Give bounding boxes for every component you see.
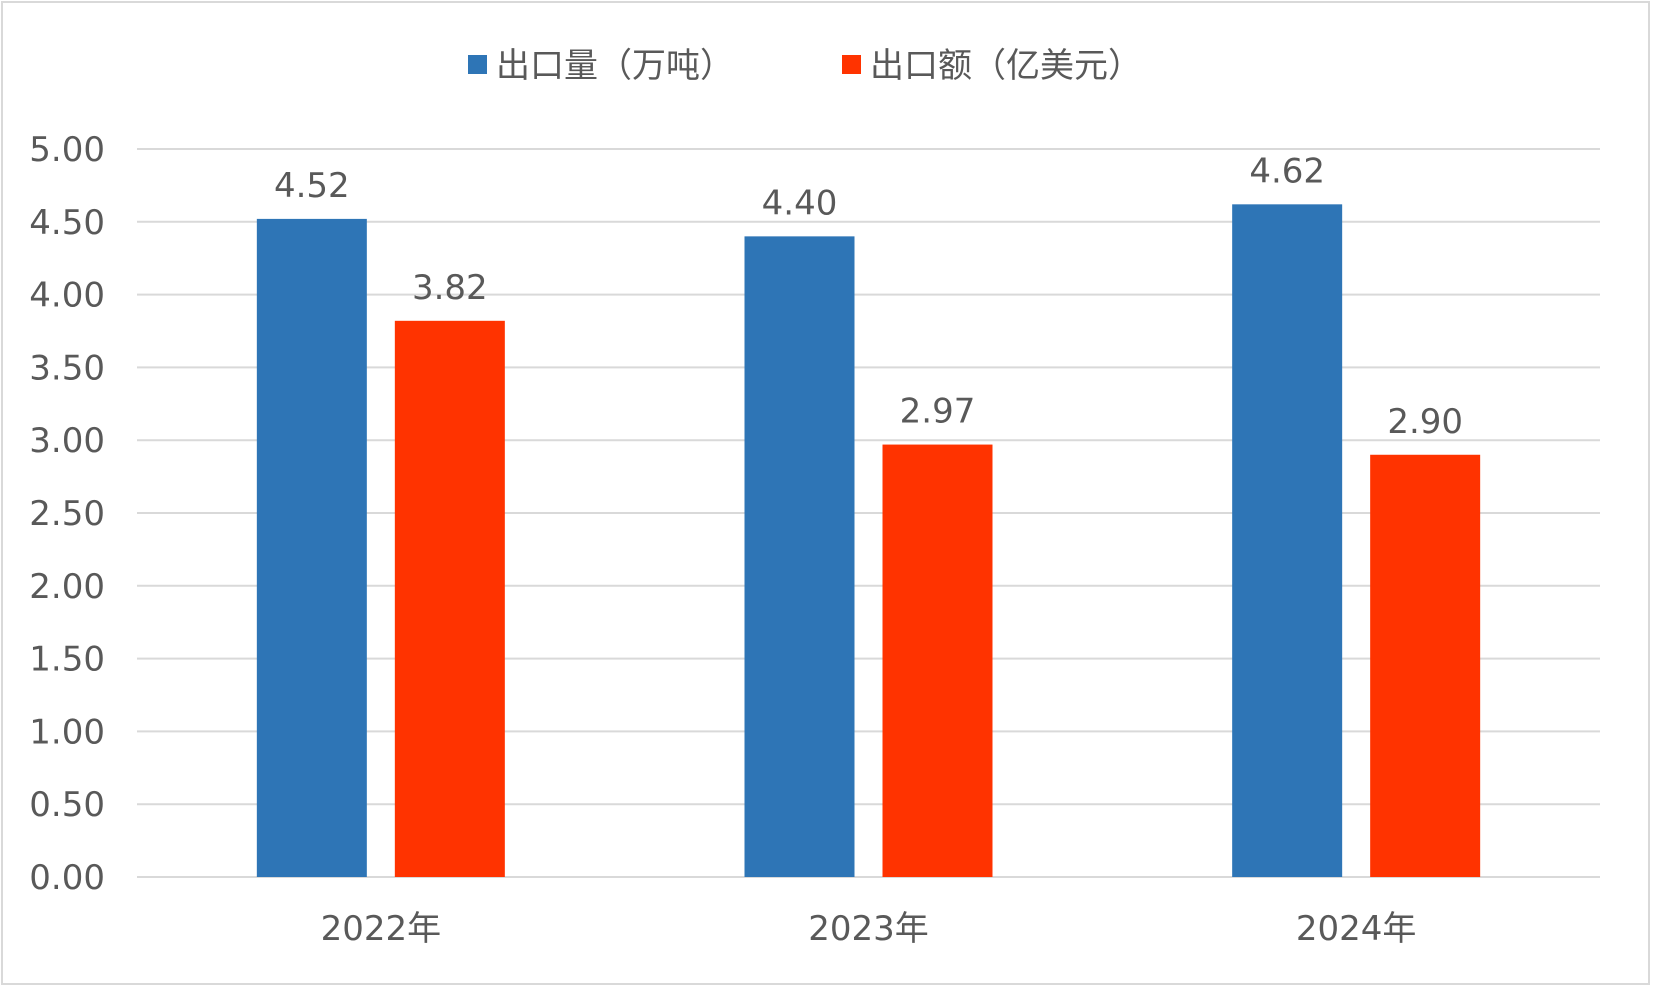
y-tick-label: 2.50: [29, 494, 105, 534]
x-tick-label: 2023年: [808, 909, 929, 949]
y-tick-label: 1.00: [29, 712, 105, 752]
legend-swatch: [468, 55, 487, 74]
bar-export-value: [1370, 454, 1481, 877]
legend-label: 出口量（万吨）: [496, 46, 734, 86]
y-tick-label: 0.50: [29, 785, 105, 825]
legend-label: 出口额（亿美元）: [870, 46, 1142, 86]
legend-swatch: [842, 55, 861, 74]
y-tick-label: 3.50: [29, 348, 105, 388]
data-label: 4.40: [762, 183, 838, 223]
data-label: 2.97: [900, 392, 976, 432]
y-tick-label: 2.00: [29, 567, 105, 607]
y-tick-label: 3.00: [29, 421, 105, 461]
x-tick-label: 2022年: [321, 909, 442, 949]
bar-export-volume: [1232, 204, 1343, 877]
bar-export-value: [394, 320, 505, 878]
y-tick-label: 4.00: [29, 276, 105, 316]
y-tick-label: 0.00: [29, 858, 105, 898]
bar-export-value: [882, 444, 993, 877]
bar-export-volume: [744, 236, 855, 878]
data-label: 2.90: [1387, 402, 1463, 442]
x-tick-label: 2024年: [1296, 909, 1417, 949]
data-label: 4.62: [1249, 151, 1325, 191]
y-tick-label: 5.00: [29, 130, 105, 170]
bar-export-volume: [256, 218, 367, 877]
y-tick-label: 4.50: [29, 203, 105, 243]
data-label: 4.52: [274, 166, 350, 206]
data-label: 3.82: [412, 268, 488, 308]
y-tick-label: 1.50: [29, 640, 105, 680]
